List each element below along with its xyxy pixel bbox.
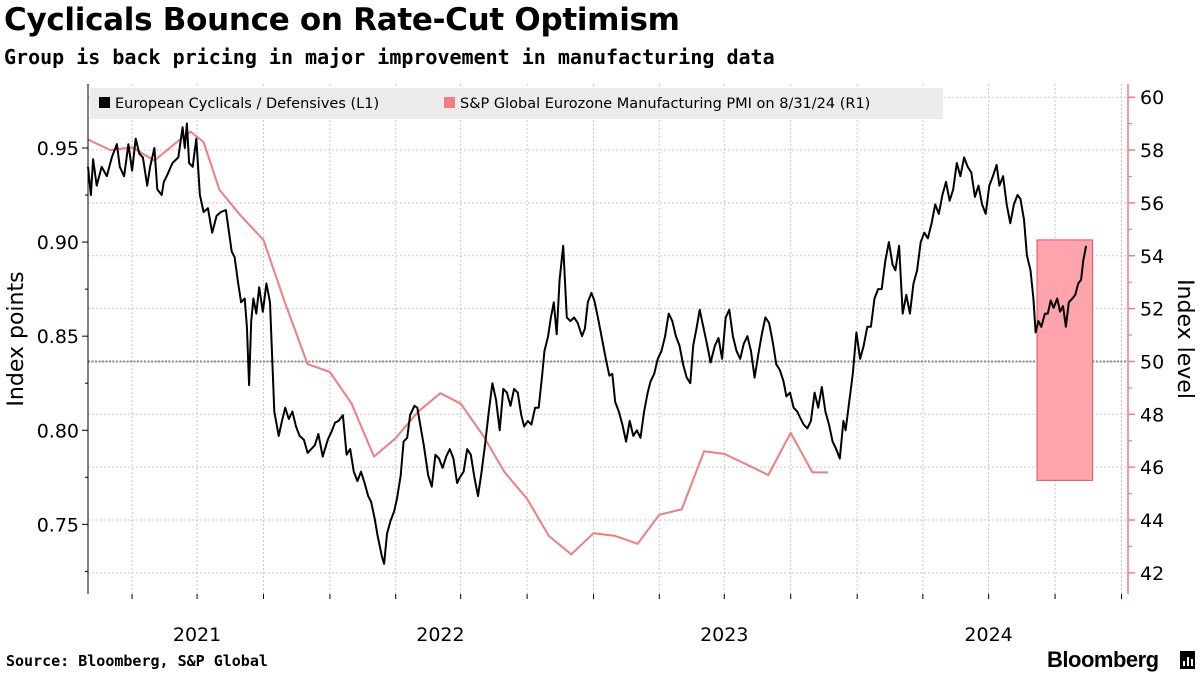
y-tick-label-left: 0.90 — [37, 232, 79, 254]
highlight-box — [1036, 239, 1094, 481]
y-tick-label-right: 42 — [1140, 563, 1164, 585]
y-tick-label-right: 50 — [1140, 351, 1164, 373]
y-tick-label-right: 44 — [1140, 510, 1164, 532]
series-line-cyclicals — [87, 122, 1088, 565]
y-tick-label-right: 46 — [1140, 457, 1164, 479]
series-line-pmi — [87, 130, 829, 556]
x-tick-label: 2022 — [416, 624, 464, 646]
y-tick-label-left: 0.80 — [37, 420, 79, 442]
y-tick-label-right: 56 — [1140, 193, 1164, 215]
legend-swatch-pmi — [444, 97, 455, 108]
y-tick-label-right: 54 — [1140, 246, 1164, 268]
y-tick-label-right: 52 — [1140, 299, 1164, 321]
y-tick-label-left: 0.75 — [37, 514, 79, 536]
legend-label-cyclicals: European Cyclicals / Defensives (L1) — [115, 96, 379, 112]
y-axis-label-left: Index points — [4, 271, 29, 406]
y-tick-label-left: 0.85 — [37, 326, 79, 348]
y-tick-label-right: 60 — [1140, 87, 1164, 109]
x-tick-label: 2021 — [173, 624, 221, 646]
x-tick-label: 2023 — [700, 624, 748, 646]
legend-swatch-cyclicals — [99, 97, 110, 108]
y-axis-label-right: Index level — [1172, 279, 1197, 399]
y-tick-label-right: 58 — [1140, 140, 1164, 162]
x-tick-label: 2024 — [964, 624, 1012, 646]
brand-logo: Bloomberg — [1047, 647, 1159, 672]
chart-subtitle: Group is back pricing in major improveme… — [4, 45, 775, 69]
chart-title: Cyclicals Bounce on Rate-Cut Optimism — [4, 2, 680, 38]
y-tick-label-left: 0.95 — [37, 138, 79, 160]
axes: 0.75 0.80 0.85 0.90 0.95 42 44 46 48 50 52 54 56 58 60… — [37, 84, 1164, 646]
grid-lines — [88, 84, 1128, 594]
y-tick-label-right: 48 — [1140, 404, 1164, 426]
legend-label-pmi: S&P Global Eurozone Manufacturing PMI on… — [460, 96, 870, 112]
brand-terminal-icon — [1180, 651, 1195, 669]
source-note: Source: Bloomberg, S&P Global — [6, 652, 268, 670]
legend-background — [90, 88, 943, 119]
